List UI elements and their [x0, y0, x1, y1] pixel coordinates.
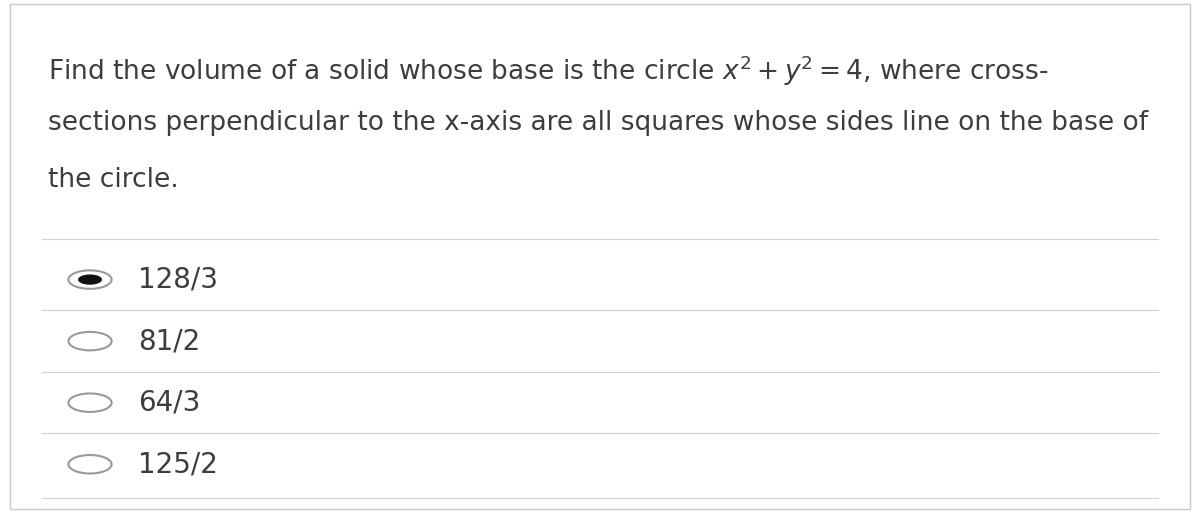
Text: 81/2: 81/2	[138, 327, 200, 355]
Text: 128/3: 128/3	[138, 266, 218, 293]
Text: 64/3: 64/3	[138, 389, 200, 417]
Text: Find the volume of a solid whose base is the circle $x^2 + y^2 = 4$, where cross: Find the volume of a solid whose base is…	[48, 54, 1049, 88]
Text: sections perpendicular to the x-axis are all squares whose sides line on the bas: sections perpendicular to the x-axis are…	[48, 110, 1148, 136]
Circle shape	[78, 274, 102, 285]
Text: the circle.: the circle.	[48, 167, 179, 193]
FancyBboxPatch shape	[10, 4, 1190, 509]
Text: 125/2: 125/2	[138, 450, 218, 478]
